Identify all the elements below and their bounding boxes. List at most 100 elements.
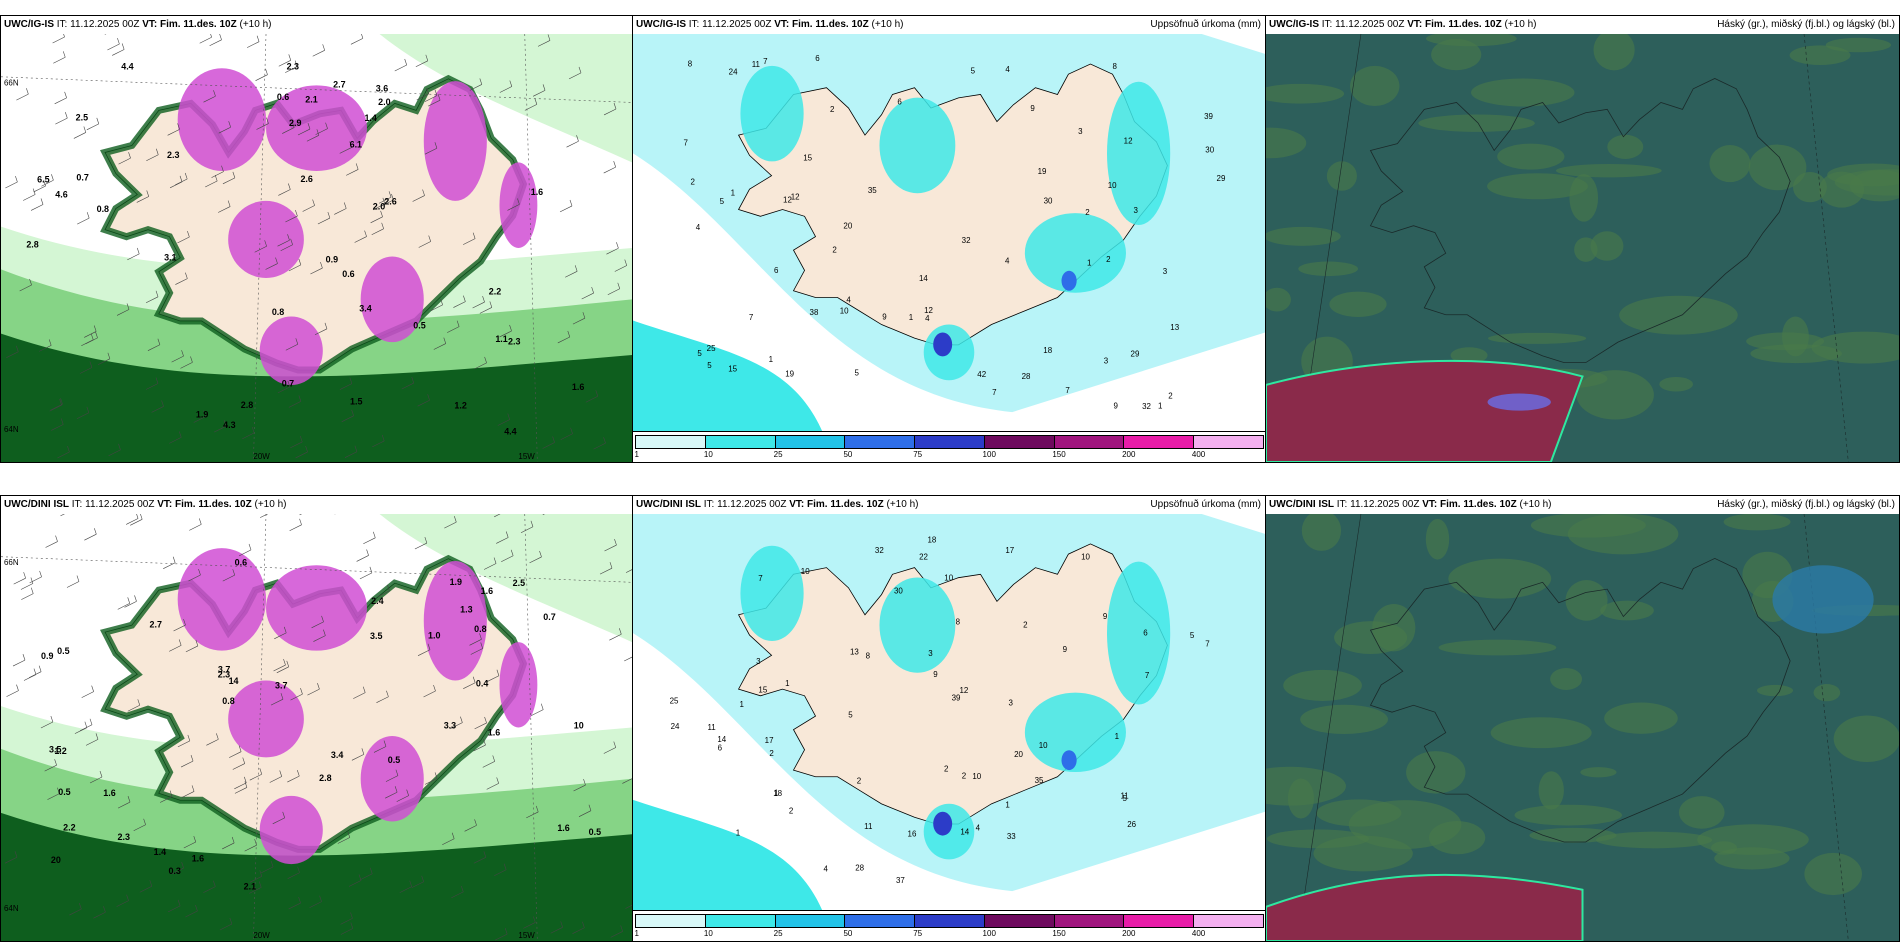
wind-barb [219,917,233,931]
wind-barb [97,352,111,366]
wind-value: 1.6 [488,727,500,737]
wind-barb [54,91,67,105]
vt-label: VT: [1422,499,1438,510]
wind-barb [169,431,182,444]
low-cloud-patch [1819,171,1865,208]
low-cloud-patch [1538,771,1564,810]
precip-value: 7 [763,57,768,66]
wind-value: 2.8 [26,240,38,250]
wind-barb [531,703,544,716]
wind-barb [171,861,184,875]
precip-zone [879,97,956,194]
wind-value: 4.6 [55,190,67,200]
wind-barb [222,569,236,582]
legend-swatch [1193,914,1265,928]
wind-barb [21,587,34,600]
low-cloud-patch [1266,83,1345,104]
wind-barb [177,230,190,244]
wind-barb [376,690,389,703]
precip-value: 7 [992,388,997,397]
precip-zone [1107,561,1171,705]
precip-blob [266,565,367,651]
legend-swatch [983,914,1055,928]
wind-value: 1.6 [103,788,115,798]
wind-barb [272,811,285,825]
wind-barb [396,789,409,802]
wind-barb [302,199,315,212]
wind-barb [117,796,131,809]
wind-barb [127,699,141,712]
it-label: IT: [1321,19,1333,30]
wind-value: 1.4 [364,113,376,123]
lead-time: (+10 h) [1519,499,1552,510]
mid-cloud-patch [1487,393,1551,411]
precip-value: 5 [848,711,853,720]
precip-value: 1 [785,679,790,688]
wind-barb [399,880,413,893]
wind-barb [23,188,36,201]
precip-value: 2 [1106,255,1111,264]
wind-barb [346,163,359,176]
wind-barb [603,741,617,754]
wind-barb [285,338,299,351]
it-label: IT: [56,19,68,30]
it-value: 11.12.2025 00Z [717,499,787,510]
precip-value: 30 [894,586,903,595]
wind-value: 14 [229,676,239,686]
wind-barb [139,880,153,893]
wind-barb [107,37,120,51]
low-cloud-patch [1804,852,1862,896]
wind-barb [610,925,623,938]
wind-barb [19,278,32,292]
precip-sea-heavy [633,320,823,432]
wind-band-north [379,514,632,643]
precip-map: 14 12 11 2 1 2 1 2 10 2 3 5 8 9 20 18 32 29 39 35 32 12 28 38 29… [633,34,1265,432]
wind-barb [350,34,364,45]
panel-header: UWC/DINI ISL IT: 11.12.2025 00Z VT: Fim.… [1266,496,1899,514]
wind-value: 3.5 [49,744,61,754]
wind-barb [232,757,246,770]
longitude-line [253,514,267,941]
precip-legend: 1 10 25 50 75 100 150 200 400 [633,910,1265,941]
legend-swatch [704,914,776,928]
precip-value: 12 [924,306,933,315]
wind-barb [353,686,366,699]
wind-barb [469,78,483,91]
lead-time: (+10 h) [1504,19,1537,30]
wind-barb [287,770,300,783]
precip-value: 5 [1190,631,1195,640]
wind-value: 20 [51,855,61,865]
wind-barb [341,409,354,423]
precip-value: 32 [875,546,884,555]
precip-value: 10 [972,772,981,781]
model-label: UWC/IG-IS [4,19,54,30]
precip-blob [423,81,487,201]
precip-value: 12 [791,193,800,202]
wind-barb [482,755,496,768]
wind-barb [55,112,68,125]
coordinate-label: 64N [4,425,19,434]
coordinate-label: 20W [253,931,270,940]
legend-label: 100 [982,450,996,459]
precip-value: 13 [1170,323,1179,332]
wind-barb [479,301,493,314]
wind-barb [444,516,457,529]
precip-value: 28 [855,864,864,873]
legend-swatch [704,435,776,449]
wind-value: 2.9 [289,118,301,128]
precip-value: 24 [729,67,738,76]
lead-time: (+10 h) [886,499,919,510]
wind-barb [526,805,539,819]
low-cloud-patch [1313,835,1413,872]
precip-value: 15 [728,365,737,374]
precip-max [1061,270,1077,291]
wind-barb [183,835,197,849]
wind-value: 3.4 [331,750,343,760]
low-cloud-patch [1406,751,1466,794]
wind-barb [249,881,262,894]
precip-value: 1 [774,788,779,797]
wind-value: 2.1 [244,882,256,892]
precip-value: 10 [1039,741,1048,750]
wind-barb [211,165,224,178]
legend-label: 200 [1122,450,1136,459]
